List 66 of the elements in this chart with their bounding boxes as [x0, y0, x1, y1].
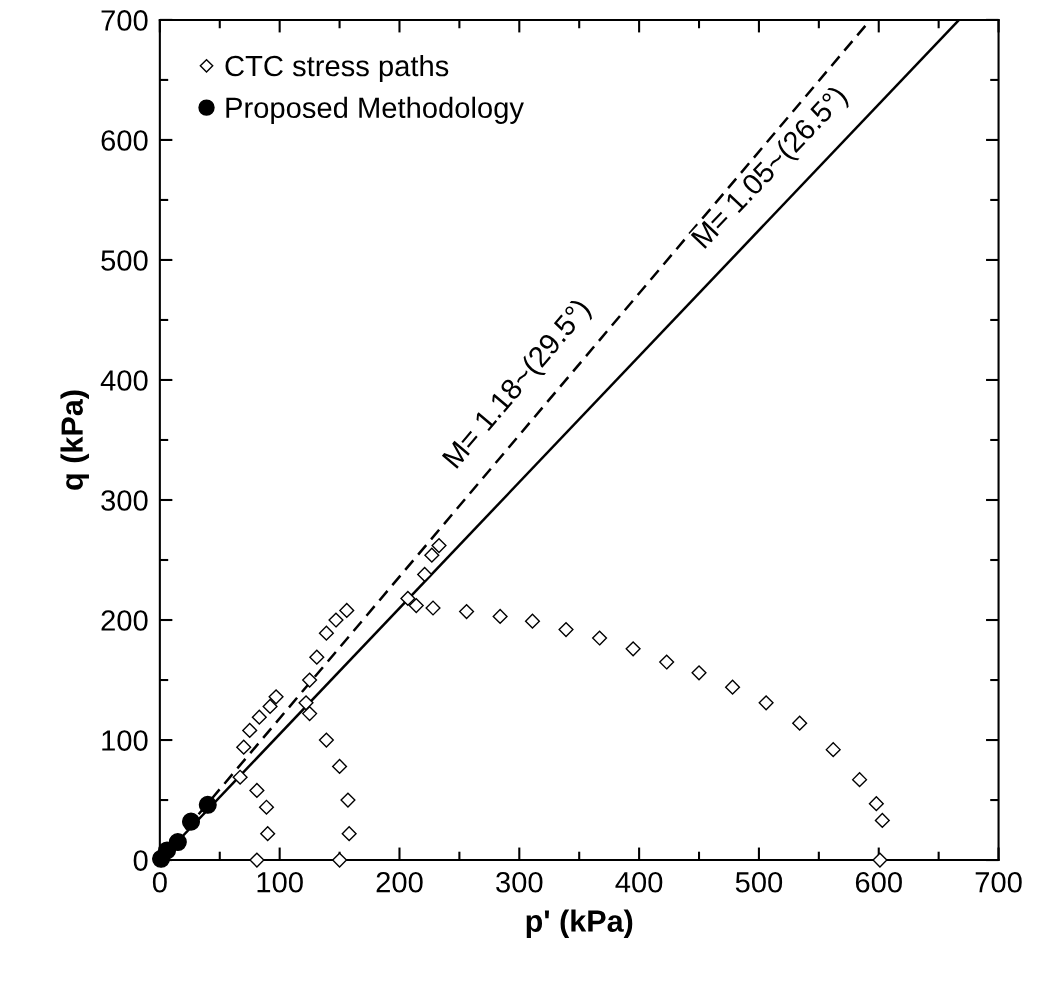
y-tick-label: 300 [101, 490, 148, 511]
x-tick-label: 300 [496, 871, 543, 893]
point [592, 630, 608, 646]
point [872, 852, 888, 868]
point [431, 538, 447, 554]
point [236, 739, 252, 755]
legend-label: CTC stress paths [225, 54, 449, 83]
point [341, 826, 357, 842]
point [492, 608, 508, 624]
point [232, 769, 248, 785]
x-axis-title: p' (kPa) [526, 909, 633, 938]
point [249, 852, 265, 868]
x-tick-label: 100 [257, 871, 303, 893]
point [691, 665, 707, 681]
point [242, 722, 258, 738]
y-tick-label: 500 [101, 250, 148, 271]
point [425, 600, 441, 616]
y-tick-label: 700 [101, 10, 148, 31]
point [339, 602, 355, 618]
point [302, 672, 318, 688]
y-tick-label: 200 [101, 610, 148, 631]
point [825, 742, 841, 758]
x-tick-label: 200 [376, 871, 423, 893]
point [417, 566, 433, 582]
point [251, 709, 267, 725]
point [309, 649, 325, 665]
point [659, 654, 675, 670]
point [181, 812, 201, 831]
point [724, 679, 741, 695]
point [318, 625, 334, 641]
y-tick-label: 600 [101, 130, 148, 151]
point [198, 795, 217, 814]
y-tick-label: 400 [100, 370, 148, 391]
x-tick-label: 600 [855, 871, 902, 893]
point [424, 547, 440, 563]
x-tick-label: 500 [735, 871, 783, 893]
point [625, 641, 641, 657]
point [340, 792, 356, 808]
point [874, 812, 890, 829]
x-tick-label: 700 [975, 871, 1022, 893]
y-tick-label: 100 [102, 730, 148, 751]
x-tick-label: 0 [152, 871, 167, 893]
point [459, 604, 475, 620]
point [524, 613, 541, 629]
point [558, 622, 574, 638]
point [318, 732, 334, 748]
point [268, 689, 284, 705]
point [332, 758, 348, 775]
point [332, 852, 348, 868]
point [249, 782, 265, 799]
point [408, 598, 424, 614]
point [852, 772, 868, 788]
point [260, 826, 276, 842]
point [868, 796, 884, 812]
point [328, 612, 344, 628]
point [298, 695, 314, 711]
point [400, 590, 416, 606]
point [302, 706, 318, 722]
legend-label: Proposed Methodology [226, 96, 524, 124]
point [792, 715, 808, 731]
y-axis-title: q (kPa) [60, 390, 89, 490]
point [258, 799, 275, 815]
y-tick-label: 0 [133, 850, 148, 871]
point [758, 695, 774, 711]
x-tick-label: 400 [615, 871, 663, 893]
point [262, 698, 278, 714]
